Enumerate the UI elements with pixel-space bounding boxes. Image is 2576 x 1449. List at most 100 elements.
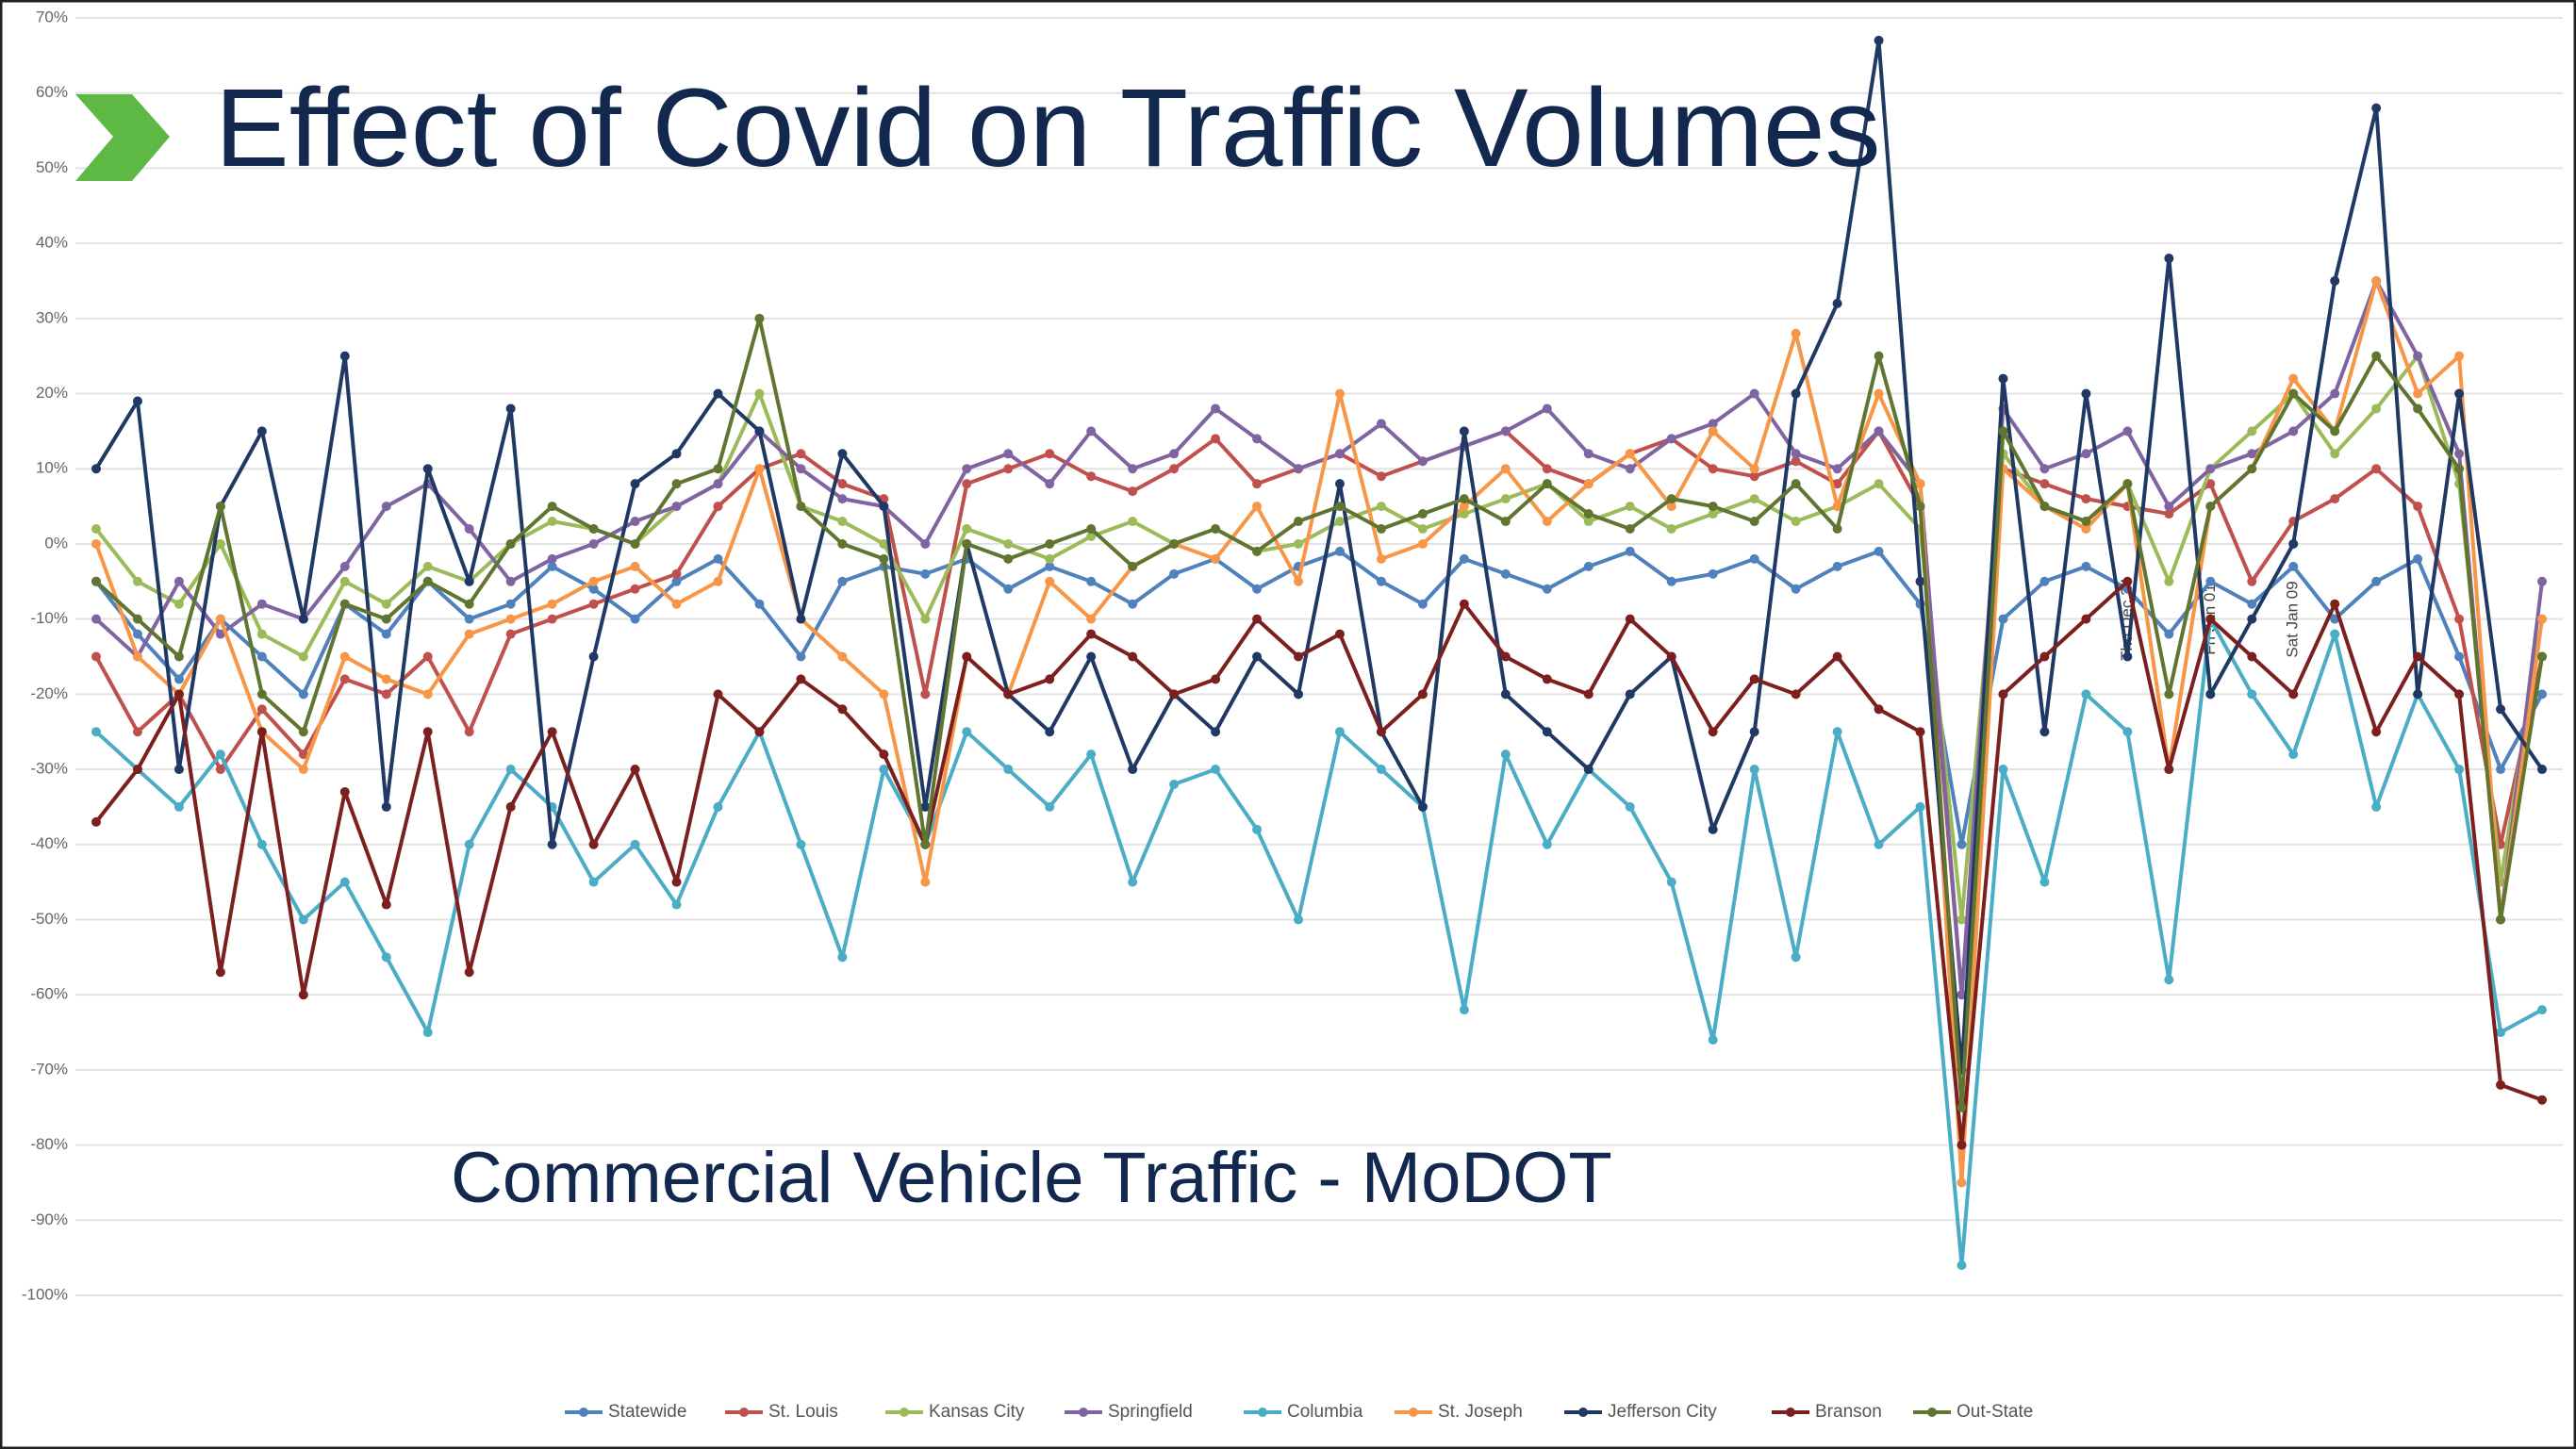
data-point	[1583, 509, 1593, 519]
data-point	[1749, 727, 1759, 737]
data-point	[298, 914, 308, 925]
data-point	[1459, 509, 1469, 519]
data-point	[1500, 494, 1511, 504]
series-line	[94, 279, 2544, 997]
data-point	[920, 839, 931, 849]
data-point	[1500, 426, 1511, 436]
data-point	[215, 502, 225, 512]
data-point	[1749, 517, 1759, 527]
data-point	[1749, 388, 1759, 399]
data-point	[2164, 975, 2174, 985]
data-point	[2081, 494, 2091, 504]
data-point	[1128, 877, 1138, 887]
y-tick-label: 40%	[36, 234, 68, 252]
data-point	[298, 614, 308, 624]
data-point	[1998, 373, 2008, 384]
data-point	[298, 727, 308, 737]
data-point	[671, 599, 682, 609]
data-point	[1045, 449, 1055, 459]
data-point	[2537, 765, 2548, 775]
data-point	[588, 651, 599, 662]
data-point	[339, 674, 350, 684]
data-point	[339, 651, 350, 662]
data-point	[2454, 651, 2465, 662]
data-point	[1045, 576, 1055, 586]
data-point	[1625, 614, 1635, 624]
data-point	[2039, 576, 2050, 586]
data-point	[1915, 479, 1925, 489]
data-point	[422, 576, 433, 586]
data-point	[2330, 426, 2340, 436]
data-point	[1708, 426, 1718, 436]
data-point	[2371, 801, 2382, 812]
data-point	[879, 749, 889, 760]
data-point	[1957, 914, 1967, 925]
data-point	[2496, 1079, 2506, 1090]
data-point	[1169, 780, 1180, 789]
legend: Statewide St. Louis Kansas City Springfield…	[565, 1402, 2033, 1422]
data-point	[1874, 839, 1884, 849]
legend-label: Springfield	[1108, 1402, 1193, 1422]
data-point	[1998, 426, 2008, 436]
data-point	[879, 502, 889, 512]
data-point	[837, 479, 848, 489]
data-point	[1749, 674, 1759, 684]
data-point	[298, 990, 308, 1000]
data-point	[1791, 517, 1801, 527]
data-point	[1791, 952, 1801, 963]
data-point	[1749, 765, 1759, 775]
data-point	[1500, 749, 1511, 760]
data-point	[1915, 502, 1925, 512]
data-point	[1294, 651, 1304, 662]
data-point	[132, 396, 142, 406]
data-point	[1376, 553, 1386, 564]
data-point	[754, 727, 765, 737]
data-point	[671, 899, 682, 910]
y-tick-label: 60%	[36, 83, 68, 101]
data-point	[256, 599, 267, 609]
data-point	[2164, 502, 2174, 512]
data-point	[173, 651, 184, 662]
data-point	[2371, 727, 2382, 737]
data-point	[2039, 464, 2050, 474]
data-point	[2288, 749, 2299, 760]
data-point	[2247, 614, 2257, 624]
data-point	[1045, 674, 1055, 684]
chevron-icon	[75, 94, 170, 181]
data-point	[754, 599, 765, 609]
data-point	[920, 801, 931, 812]
data-point	[1708, 568, 1718, 579]
data-point	[422, 561, 433, 571]
data-point	[1086, 651, 1097, 662]
data-point	[2122, 651, 2133, 662]
data-point	[879, 538, 889, 549]
y-tick-label: -80%	[30, 1135, 68, 1153]
data-point	[505, 599, 516, 609]
data-point	[2122, 727, 2133, 737]
data-point	[2039, 479, 2050, 489]
data-point	[2288, 689, 2299, 700]
series-line	[94, 579, 2543, 1147]
data-point	[91, 816, 101, 827]
y-tick-label: -40%	[30, 834, 68, 852]
data-point	[837, 952, 848, 963]
data-point	[339, 351, 350, 361]
data-point	[2164, 765, 2174, 775]
data-point	[671, 877, 682, 887]
data-point	[630, 765, 640, 775]
legend-marker	[900, 1408, 909, 1417]
data-point	[2247, 599, 2257, 609]
data-point	[2330, 599, 2340, 609]
legend-marker	[739, 1408, 749, 1417]
data-point	[381, 689, 391, 700]
data-point	[713, 553, 723, 564]
data-point	[671, 568, 682, 579]
data-point	[1294, 464, 1304, 474]
data-point	[2413, 403, 2423, 414]
data-point	[547, 614, 557, 624]
data-point	[505, 765, 516, 775]
data-point	[2288, 426, 2299, 436]
data-point	[1791, 456, 1801, 467]
y-tick-label: 70%	[36, 8, 68, 25]
legend-label: Statewide	[608, 1402, 686, 1422]
